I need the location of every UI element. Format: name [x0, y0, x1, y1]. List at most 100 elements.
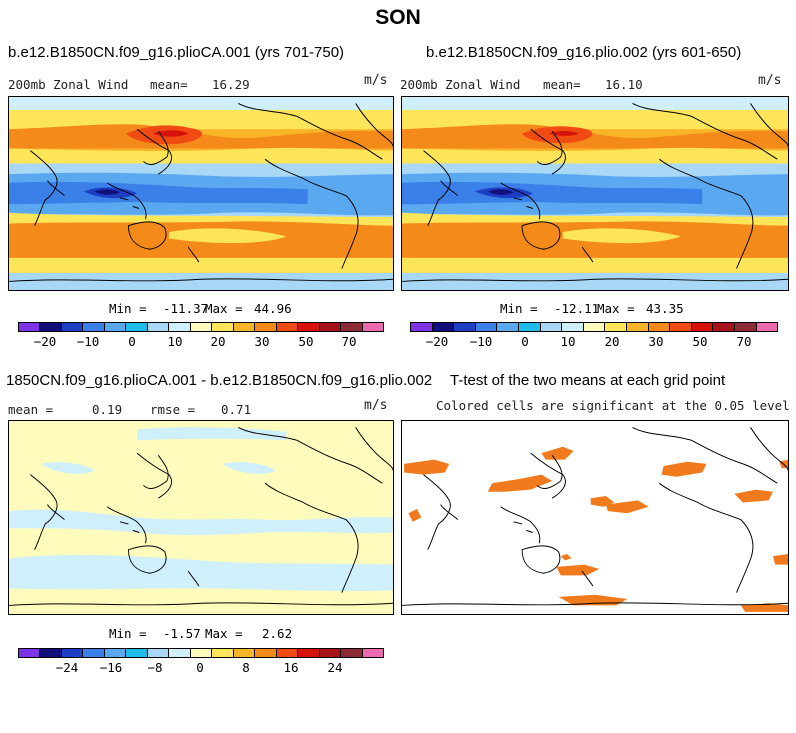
colorbar-tick: −10: [76, 334, 100, 349]
panel-1-coastlines: [9, 103, 393, 282]
panel-1-colorbar: [18, 322, 384, 332]
colorbar-tick: 30: [254, 334, 270, 349]
panel-3-min-value: -1.57: [163, 626, 201, 641]
colorbar-swatch: [276, 649, 299, 657]
colorbar-swatch: [276, 323, 299, 331]
panel-3-mean-value: 0.19: [92, 402, 123, 417]
figure-title: SON: [375, 6, 421, 29]
colorbar-tick: 0: [196, 660, 204, 675]
significant-cells: [404, 446, 788, 612]
panel-1-variable-label: 200mb Zonal Wind: [8, 77, 129, 92]
panel-2-title: b.e12.B1850CN.f09_g16.plio.002 (yrs 601-…: [426, 44, 742, 61]
colorbar-tick: 20: [604, 334, 620, 349]
colorbar-tick: 50: [692, 334, 708, 349]
colorbar-swatch: [126, 323, 148, 331]
panel-2-colorbar: [410, 322, 778, 332]
panel-3-rmse-label: rmse =: [150, 402, 196, 417]
colorbar-swatch: [319, 323, 342, 331]
colorbar-swatch: [691, 323, 714, 331]
panel-2-zonal-wind-field: [402, 97, 788, 290]
panel-1-min-value: -11.37: [163, 301, 209, 316]
panel-1-map: [8, 96, 394, 291]
colorbar-swatch: [169, 649, 191, 657]
panel-3-max-label: Max =: [205, 626, 243, 641]
colorbar-swatch: [190, 323, 213, 331]
colorbar-swatch: [341, 649, 363, 657]
colorbar-swatch: [626, 323, 649, 331]
colorbar-swatch: [734, 323, 757, 331]
colorbar-swatch: [298, 323, 320, 331]
panel-3-max-value: 2.62: [262, 626, 293, 641]
colorbar-swatch: [212, 649, 234, 657]
colorbar-tick: 10: [560, 334, 576, 349]
colorbar-swatch: [169, 323, 191, 331]
colorbar-tick: −20: [425, 334, 449, 349]
panel-4-significance-field: [402, 421, 788, 614]
colorbar-tick: 70: [736, 334, 752, 349]
colorbar-tick: 16: [283, 660, 299, 675]
colorbar-swatch: [362, 323, 383, 331]
colorbar-swatch: [40, 323, 62, 331]
colorbar-swatch: [212, 323, 234, 331]
colorbar-tick: −20: [33, 334, 57, 349]
panel-2-min-label: Min =: [500, 301, 538, 316]
colorbar-tick: 0: [521, 334, 529, 349]
colorbar-swatch: [61, 649, 84, 657]
colorbar-swatch: [19, 649, 41, 657]
colorbar-swatch: [255, 649, 277, 657]
panel-1-mean-label: mean=: [150, 77, 188, 92]
panel-1-zonal-wind-field: [9, 97, 393, 290]
panel-2-min-value: -12.11: [554, 301, 600, 316]
colorbar-swatch: [126, 649, 148, 657]
colorbar-swatch: [475, 323, 498, 331]
colorbar-swatch: [61, 323, 84, 331]
panel-4-title: T-test of the two means at each grid poi…: [450, 372, 726, 389]
panel-2-coastlines: [402, 103, 788, 282]
panel-3-difference-field: [9, 421, 393, 614]
colorbar-swatch: [83, 323, 105, 331]
colorbar-swatch: [341, 323, 363, 331]
colorbar-swatch: [233, 323, 256, 331]
colorbar-swatch: [40, 649, 62, 657]
panel-2-mean-label: mean=: [543, 77, 581, 92]
colorbar-tick: 8: [242, 660, 250, 675]
colorbar-swatch: [147, 323, 170, 331]
panel-3-map: [8, 420, 394, 615]
colorbar-swatch: [255, 323, 277, 331]
colorbar-swatch: [454, 323, 476, 331]
panel-4-coastlines: [402, 427, 788, 606]
panel-2-map: [401, 96, 789, 291]
panel-1-mean-value: 16.29: [212, 77, 250, 92]
colorbar-tick: 0: [128, 334, 136, 349]
colorbar-swatch: [518, 323, 541, 331]
panel-1-max-value: 44.96: [254, 301, 292, 316]
colorbar-tick: 10: [167, 334, 183, 349]
colorbar-swatch: [104, 323, 127, 331]
panel-2-max-label: Max =: [597, 301, 635, 316]
colorbar-tick: 30: [648, 334, 664, 349]
colorbar-tick: −24: [55, 660, 79, 675]
colorbar-swatch: [583, 323, 606, 331]
colorbar-swatch: [562, 323, 584, 331]
colorbar-swatch: [648, 323, 671, 331]
colorbar-swatch: [670, 323, 692, 331]
panel-4-map: [401, 420, 789, 615]
colorbar-swatch: [298, 649, 320, 657]
colorbar-swatch: [362, 649, 383, 657]
panel-1-title: b.e12.B1850CN.f09_g16.plioCA.001 (yrs 70…: [8, 44, 345, 61]
panel-2-max-value: 43.35: [646, 301, 684, 316]
colorbar-swatch: [411, 323, 433, 331]
panel-2-variable-label: 200mb Zonal Wind: [400, 77, 521, 92]
panel-3-min-label: Min =: [109, 626, 147, 641]
colorbar-swatch: [104, 649, 127, 657]
colorbar-swatch: [432, 323, 455, 331]
colorbar-swatch: [83, 649, 105, 657]
colorbar-tick: 70: [341, 334, 357, 349]
colorbar-swatch: [713, 323, 735, 331]
colorbar-tick: −10: [469, 334, 493, 349]
colorbar-tick: 24: [327, 660, 343, 675]
colorbar-tick: 50: [298, 334, 314, 349]
colorbar-tick: −8: [147, 660, 163, 675]
colorbar-swatch: [756, 323, 778, 331]
panel-3-rmse-value: 0.71: [221, 402, 252, 417]
